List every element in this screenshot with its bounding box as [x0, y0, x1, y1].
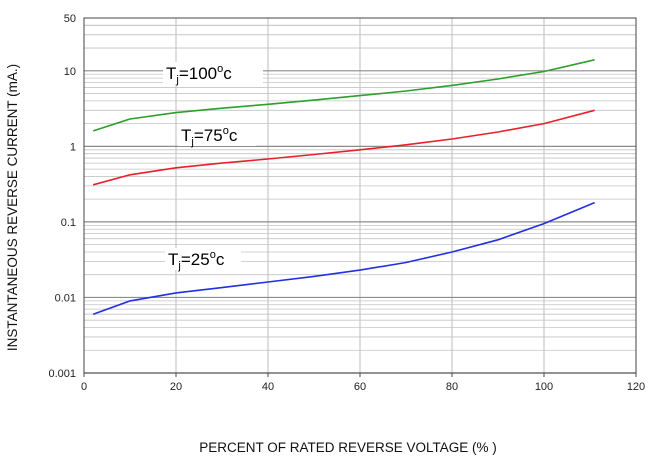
series-label-2: Tj=25oc	[168, 249, 225, 272]
x-tick-label: 100	[535, 381, 553, 393]
x-tick-label: 120	[627, 381, 645, 393]
series-label-1: Tj=75oc	[181, 125, 238, 148]
y-axis-ticks: 0.001 0.01 0.1 1 10 50	[48, 13, 76, 380]
series-line-0	[92, 59, 595, 132]
series-label-0: Tj=100oc	[166, 63, 232, 86]
x-tick-label: 40	[262, 381, 274, 393]
x-tick-label: 80	[446, 381, 458, 393]
series-label-bg	[178, 124, 256, 146]
y-tick-label: 10	[64, 66, 76, 78]
y-tick-label: 1	[70, 141, 76, 153]
x-tick-label: 20	[170, 381, 182, 393]
series-label-bg	[163, 62, 263, 84]
series-label-bg	[165, 248, 241, 270]
series-labels: Tj=100oc Tj=75oc Tj=25oc	[163, 62, 263, 272]
series	[92, 59, 595, 315]
x-axis-title: PERCENT OF RATED REVERSE VOLTAGE (% )	[199, 440, 497, 455]
y-axis-title: INSTANTANEOUS REVERSE CURRENT (mA.)	[5, 64, 20, 351]
y-tick-label: 0.1	[61, 217, 76, 229]
x-tick-label: 0	[81, 381, 87, 393]
x-tick-label: 60	[354, 381, 366, 393]
x-axis-ticks: 0 20 40 60 80 100 120	[81, 373, 645, 393]
series-line-1	[92, 109, 595, 186]
y-tick-label: 0.01	[55, 292, 76, 304]
y-tick-label: 50	[64, 13, 76, 25]
y-tick-label: 0.001	[48, 368, 76, 380]
series-line-2	[92, 201, 595, 315]
